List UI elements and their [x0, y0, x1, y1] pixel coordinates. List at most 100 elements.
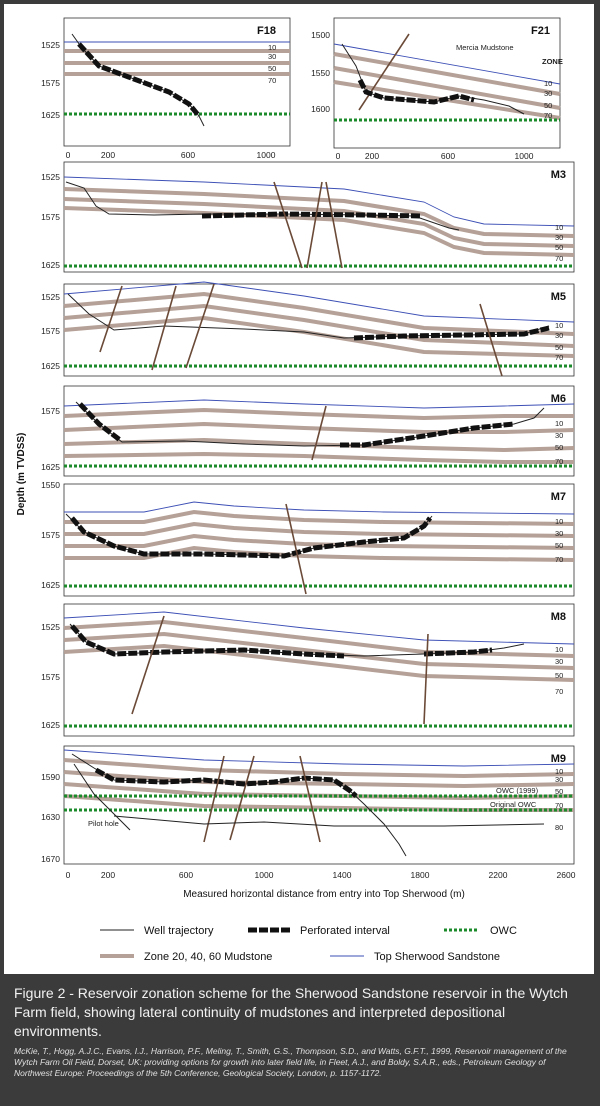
mudstone-band [63, 643, 575, 682]
panel-f21-title: F21 [531, 25, 550, 37]
panel-f18-ytick: 1575 [41, 78, 60, 88]
fault-line [358, 33, 410, 111]
zone-label: 10 [544, 79, 552, 88]
fault-line [99, 285, 123, 353]
zone-label: 30 [555, 233, 563, 242]
y-axis-title: Depth (m TVDSS) [16, 433, 27, 516]
panel-m6-title: M6 [551, 393, 566, 405]
mudstone-band [63, 197, 575, 248]
fault-line [131, 615, 165, 715]
fault-line [185, 283, 215, 369]
x-axis-title: Measured horizontal distance from entry … [183, 889, 465, 900]
mudstone-band [63, 451, 574, 464]
x-tick: 0 [66, 870, 71, 880]
fault-line [423, 633, 429, 725]
zone-label: 70 [555, 254, 563, 263]
zone-label: 70 [544, 111, 552, 120]
legend: Well trajectory Perforated interval OWC … [100, 925, 517, 963]
zone-label: 30 [544, 89, 552, 98]
panel-m6-ytick: 1575 [41, 406, 60, 416]
panel-m8-title: M8 [551, 611, 566, 623]
panel-m9-title: M9 [551, 753, 566, 765]
zone-label: 10 [555, 321, 563, 330]
fault-line [325, 181, 343, 269]
zone-label: 50 [555, 243, 563, 252]
panel-f21-xtick: 1000 [515, 151, 534, 161]
perforated-interval [353, 325, 550, 341]
zone-label: 30 [555, 331, 563, 340]
x-tick: 1400 [333, 870, 352, 880]
zone-label: 10 [268, 43, 276, 52]
mudstone-band [64, 545, 575, 562]
mudstone-band [63, 407, 574, 421]
fault-line [299, 755, 321, 843]
mudstone-band [63, 291, 575, 336]
panel-m3-title: M3 [551, 169, 566, 181]
top-sherwood-line [63, 176, 575, 227]
figure-svg: Depth (m TVDSS) F18 1525 1575 1625 10 30… [16, 17, 576, 963]
mudstone-band [63, 187, 575, 238]
x-tick: 2200 [489, 870, 508, 880]
zone-label: 70 [268, 76, 276, 85]
zone-label: 10 [555, 419, 563, 428]
perforated-interval [357, 78, 475, 105]
zone-label: 30 [555, 657, 563, 666]
panel-m9: M9 1590 1630 1670 OWC (1999) Original OW… [41, 745, 575, 865]
figure-citation: McKie, T., Hogg, A.J.C., Evans, I.J., Ha… [14, 1046, 567, 1078]
panel-f21-xtick: 600 [441, 151, 455, 161]
panel-m5-ytick: 1575 [41, 326, 60, 336]
zone-label: 10 [555, 645, 563, 654]
mercia-mudstone-label: Mercia Mudstone [456, 43, 514, 52]
zone-label: 50 [544, 101, 552, 110]
x-tick: 200 [101, 870, 115, 880]
perforated-interval [423, 647, 493, 657]
fault-line [306, 181, 323, 269]
top-sherwood-line [63, 281, 575, 323]
perforated-interval [70, 624, 345, 659]
zone-label: 30 [555, 775, 563, 784]
well-trajectory [113, 815, 545, 827]
panel-m8-ytick: 1625 [41, 720, 60, 730]
mudstone-band [63, 303, 575, 348]
mudstone-band [64, 533, 575, 550]
x-tick: 1800 [411, 870, 430, 880]
top-sherwood-line [333, 43, 561, 85]
fault-line [229, 755, 255, 841]
zone-label: 30 [555, 431, 563, 440]
panel-f21-xtick: 200 [365, 151, 379, 161]
panel-f18-xtick: 0 [66, 150, 71, 160]
panel-m7-title: M7 [551, 491, 566, 503]
panel-m7: M7 1550 1575 1625 10 30 50 70 [41, 480, 575, 597]
fault-line [285, 503, 307, 595]
panel-m8-ytick: 1525 [41, 622, 60, 632]
panel-f18-xtick: 200 [101, 150, 115, 160]
legend-owc-label: OWC [490, 925, 517, 937]
panel-f21-ytick: 1550 [311, 68, 330, 78]
zone-label: 50 [555, 671, 563, 680]
panel-m5-ytick: 1525 [41, 292, 60, 302]
figure-area: Depth (m TVDSS) F18 1525 1575 1625 10 30… [4, 4, 594, 974]
panel-m3-ytick: 1525 [41, 172, 60, 182]
mudstone-band [63, 206, 575, 257]
panel-m3-ytick: 1575 [41, 212, 60, 222]
pilot-hole-label: Pilot hole [88, 819, 119, 828]
mudstone-band [64, 509, 575, 526]
well-trajectory [67, 293, 550, 339]
x-tick: 600 [179, 870, 193, 880]
mudstone-band [64, 521, 575, 538]
zone-label: 70 [555, 801, 563, 810]
x-tick: 1000 [255, 870, 274, 880]
panel-m7-ytick: 1550 [41, 480, 60, 490]
panel-m5-title: M5 [551, 291, 566, 303]
perforated-interval [77, 42, 201, 118]
top-sherwood-line [64, 501, 575, 515]
zone-label-80: 80 [555, 823, 563, 832]
zone-label: 70 [555, 457, 563, 466]
zone-label: 50 [555, 343, 563, 352]
panel-m7-ytick: 1625 [41, 580, 60, 590]
zone-header: ZONE [542, 57, 563, 66]
panel-m5-ytick: 1625 [41, 361, 60, 371]
perforated-interval [340, 421, 515, 448]
panel-m9-ytick: 1590 [41, 772, 60, 782]
zone-label: 50 [268, 64, 276, 73]
